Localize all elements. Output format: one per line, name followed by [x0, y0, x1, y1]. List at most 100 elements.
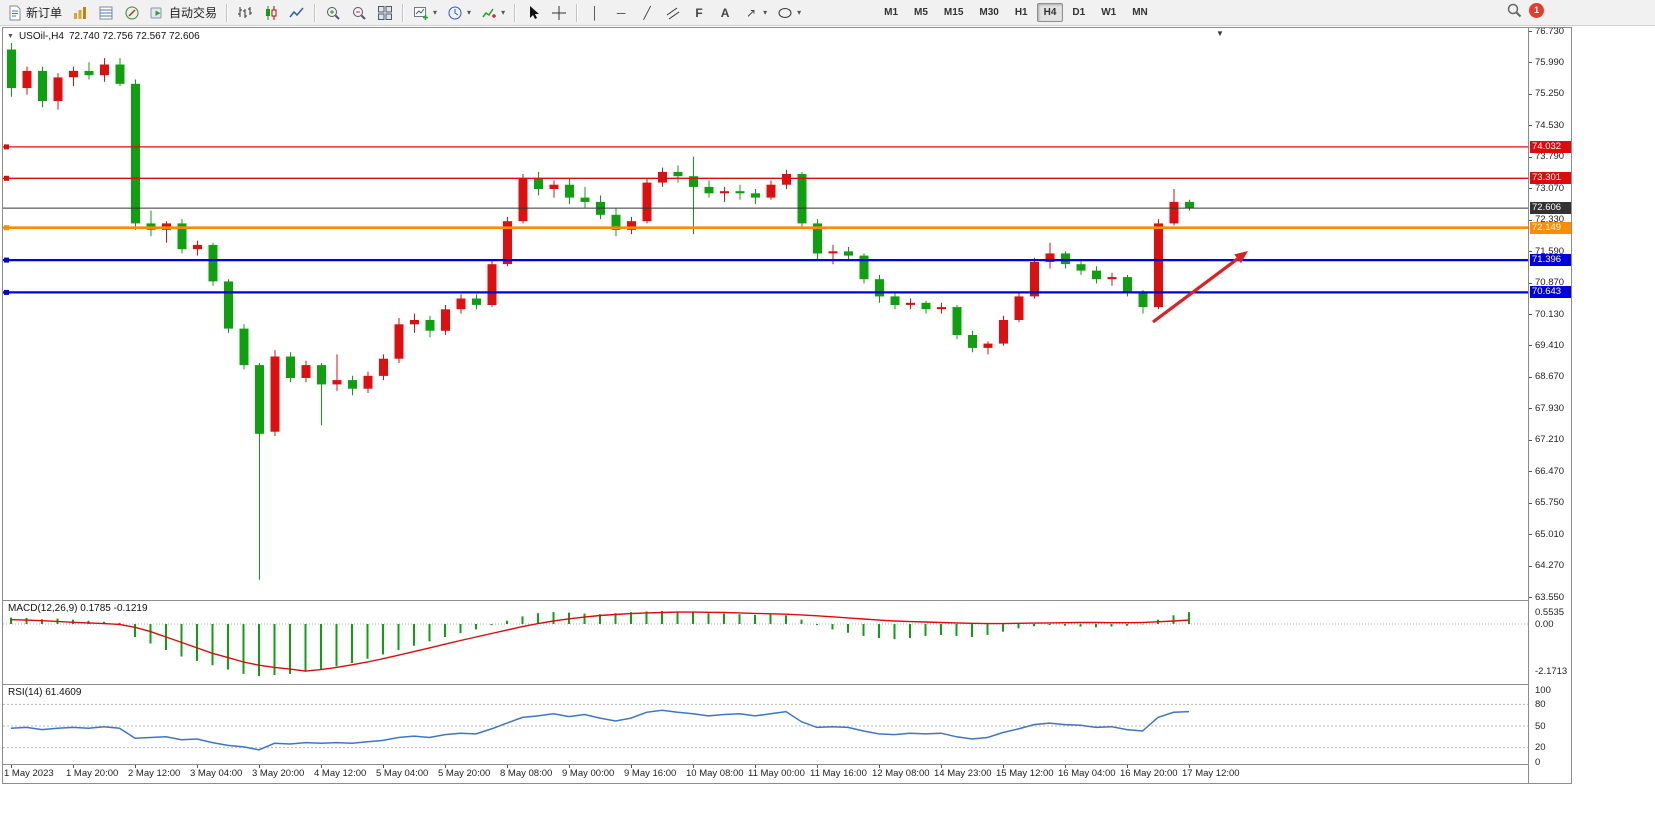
zoom-out-icon [353, 6, 366, 20]
timeframe-button-w1[interactable]: W1 [1094, 3, 1123, 22]
line-chart-button[interactable] [285, 1, 309, 25]
timeframe-button-h1[interactable]: H1 [1008, 3, 1035, 22]
vertical-line-icon: │ [591, 5, 599, 20]
candle-body [1014, 296, 1024, 320]
tile-windows-button[interactable] [373, 1, 397, 25]
candle-body [735, 191, 745, 194]
macd-panel[interactable] [3, 602, 1528, 684]
time-label: 5 May 20:00 [438, 768, 491, 779]
time-label: 12 May 08:00 [872, 768, 930, 779]
new-chart-icon [414, 6, 429, 20]
time-axis[interactable]: 1 May 2023 1 May 20:00 2 May 12:00 3 May 04… [2, 765, 1528, 783]
candle-body [983, 343, 993, 348]
candle-body [270, 356, 280, 432]
candle-body [100, 64, 109, 76]
candlestick-chart-button[interactable] [259, 1, 283, 25]
price-tick-label: 67.930 [1535, 402, 1565, 414]
candle-body [317, 365, 326, 385]
one-click-trading-toggle[interactable]: ▼ [7, 33, 14, 40]
toolbar-separator [314, 3, 317, 22]
timeframe-button-d1[interactable]: D1 [1065, 3, 1092, 22]
candle-body [53, 77, 63, 101]
time-tick [569, 765, 570, 768]
autotrading-button[interactable]: 自动交易 [146, 1, 221, 25]
candle-body [379, 358, 388, 376]
candlestick-chart[interactable] [3, 28, 1528, 600]
line-anchor[interactable] [4, 175, 9, 181]
bar-chart-button[interactable] [233, 1, 257, 25]
time-label: 1 May 2023 [4, 768, 54, 779]
line-anchor[interactable] [4, 289, 9, 295]
line-anchor[interactable] [4, 144, 9, 150]
macd-axis-label: 0.00 [1535, 618, 1554, 630]
navigator-button[interactable] [120, 1, 144, 25]
horizontal-line-tool-button[interactable]: ─ [609, 1, 633, 25]
toolbar: 新订单 自动交易 [0, 0, 1655, 26]
timeframe-button-m30[interactable]: M30 [972, 3, 1005, 22]
zoom-out-button[interactable] [347, 1, 371, 25]
time-tick [445, 765, 446, 768]
trendline-tool-button[interactable]: ╱ [635, 1, 659, 25]
arrows-tool-button[interactable]: ↗ ▾ [739, 1, 771, 25]
time-label: 5 May 04:00 [376, 768, 429, 779]
fibonacci-tool-button[interactable]: F [687, 1, 711, 25]
rsi-panel[interactable] [3, 686, 1528, 764]
new-chart-button[interactable]: ▾ [409, 1, 441, 25]
candle-body [534, 178, 543, 189]
timeframe-button-mn[interactable]: MN [1125, 3, 1155, 22]
timeframe-button-m5[interactable]: M5 [907, 3, 935, 22]
price-tick-mark [1529, 188, 1532, 190]
timeframe-button-h4[interactable]: H4 [1036, 3, 1064, 22]
indicators-button[interactable]: ▾ [477, 1, 509, 25]
candle-body [115, 64, 125, 84]
price-tick-label: 68.670 [1535, 371, 1565, 383]
candle-body [689, 176, 698, 187]
crosshair-tool-button[interactable] [547, 1, 571, 25]
zoom-in-button[interactable] [321, 1, 345, 25]
candle-body [441, 309, 450, 331]
channel-tool-button[interactable] [661, 1, 685, 25]
market-watch-button[interactable] [68, 1, 92, 25]
price-tick-mark [1529, 93, 1532, 95]
search-icon[interactable] [1506, 2, 1522, 18]
arrow-annotation[interactable] [1152, 257, 1239, 324]
macd-axis-label: -2.1713 [1535, 665, 1568, 677]
candle-body [1076, 264, 1086, 271]
macd-splitter[interactable] [2, 600, 1572, 601]
price-tag-73.301: 73.301 [1530, 172, 1572, 185]
candle-body [890, 296, 900, 305]
time-label: 9 May 00:00 [562, 768, 615, 779]
candle-body [813, 223, 822, 254]
new-order-button[interactable]: 新订单 [3, 1, 66, 25]
time-label: 16 May 04:00 [1058, 768, 1116, 779]
text-tool-button[interactable]: A [713, 1, 737, 25]
candle-body [348, 380, 357, 389]
arrow-annotation-head[interactable] [1234, 251, 1248, 264]
notification-badge[interactable]: 1 [1529, 2, 1544, 18]
cursor-tool-button[interactable] [521, 1, 545, 25]
timeframe-button-m15[interactable]: M15 [937, 3, 970, 22]
data-window-button[interactable] [94, 1, 118, 25]
time-tick [73, 765, 74, 768]
price-tick-mark [1529, 251, 1532, 253]
rsi-axis-label: 100 [1535, 684, 1551, 696]
price-axis[interactable]: 76.730 75.990 75.250 74.530 73.790 73.070 72.3… [1528, 26, 1572, 784]
price-tick-mark [1529, 62, 1532, 64]
candle-body [1045, 253, 1055, 262]
indicators-icon [482, 8, 497, 18]
line-anchor[interactable] [4, 257, 9, 263]
timeframe-button-m1[interactable]: M1 [877, 3, 905, 22]
candle-body [84, 70, 94, 76]
price-tick-label: 72.330 [1535, 214, 1565, 226]
profiles-button[interactable]: ▾ [443, 1, 475, 25]
chart-shift-marker[interactable]: ▼ [1216, 29, 1224, 38]
line-anchor[interactable] [4, 225, 9, 231]
shapes-tool-button[interactable]: ▾ [773, 1, 805, 25]
price-tick-label: 74.530 [1535, 119, 1565, 131]
price-tick-mark [1529, 376, 1532, 378]
rsi-splitter[interactable] [2, 684, 1572, 685]
vertical-line-tool-button[interactable]: │ [583, 1, 607, 25]
candle-body [921, 302, 931, 310]
